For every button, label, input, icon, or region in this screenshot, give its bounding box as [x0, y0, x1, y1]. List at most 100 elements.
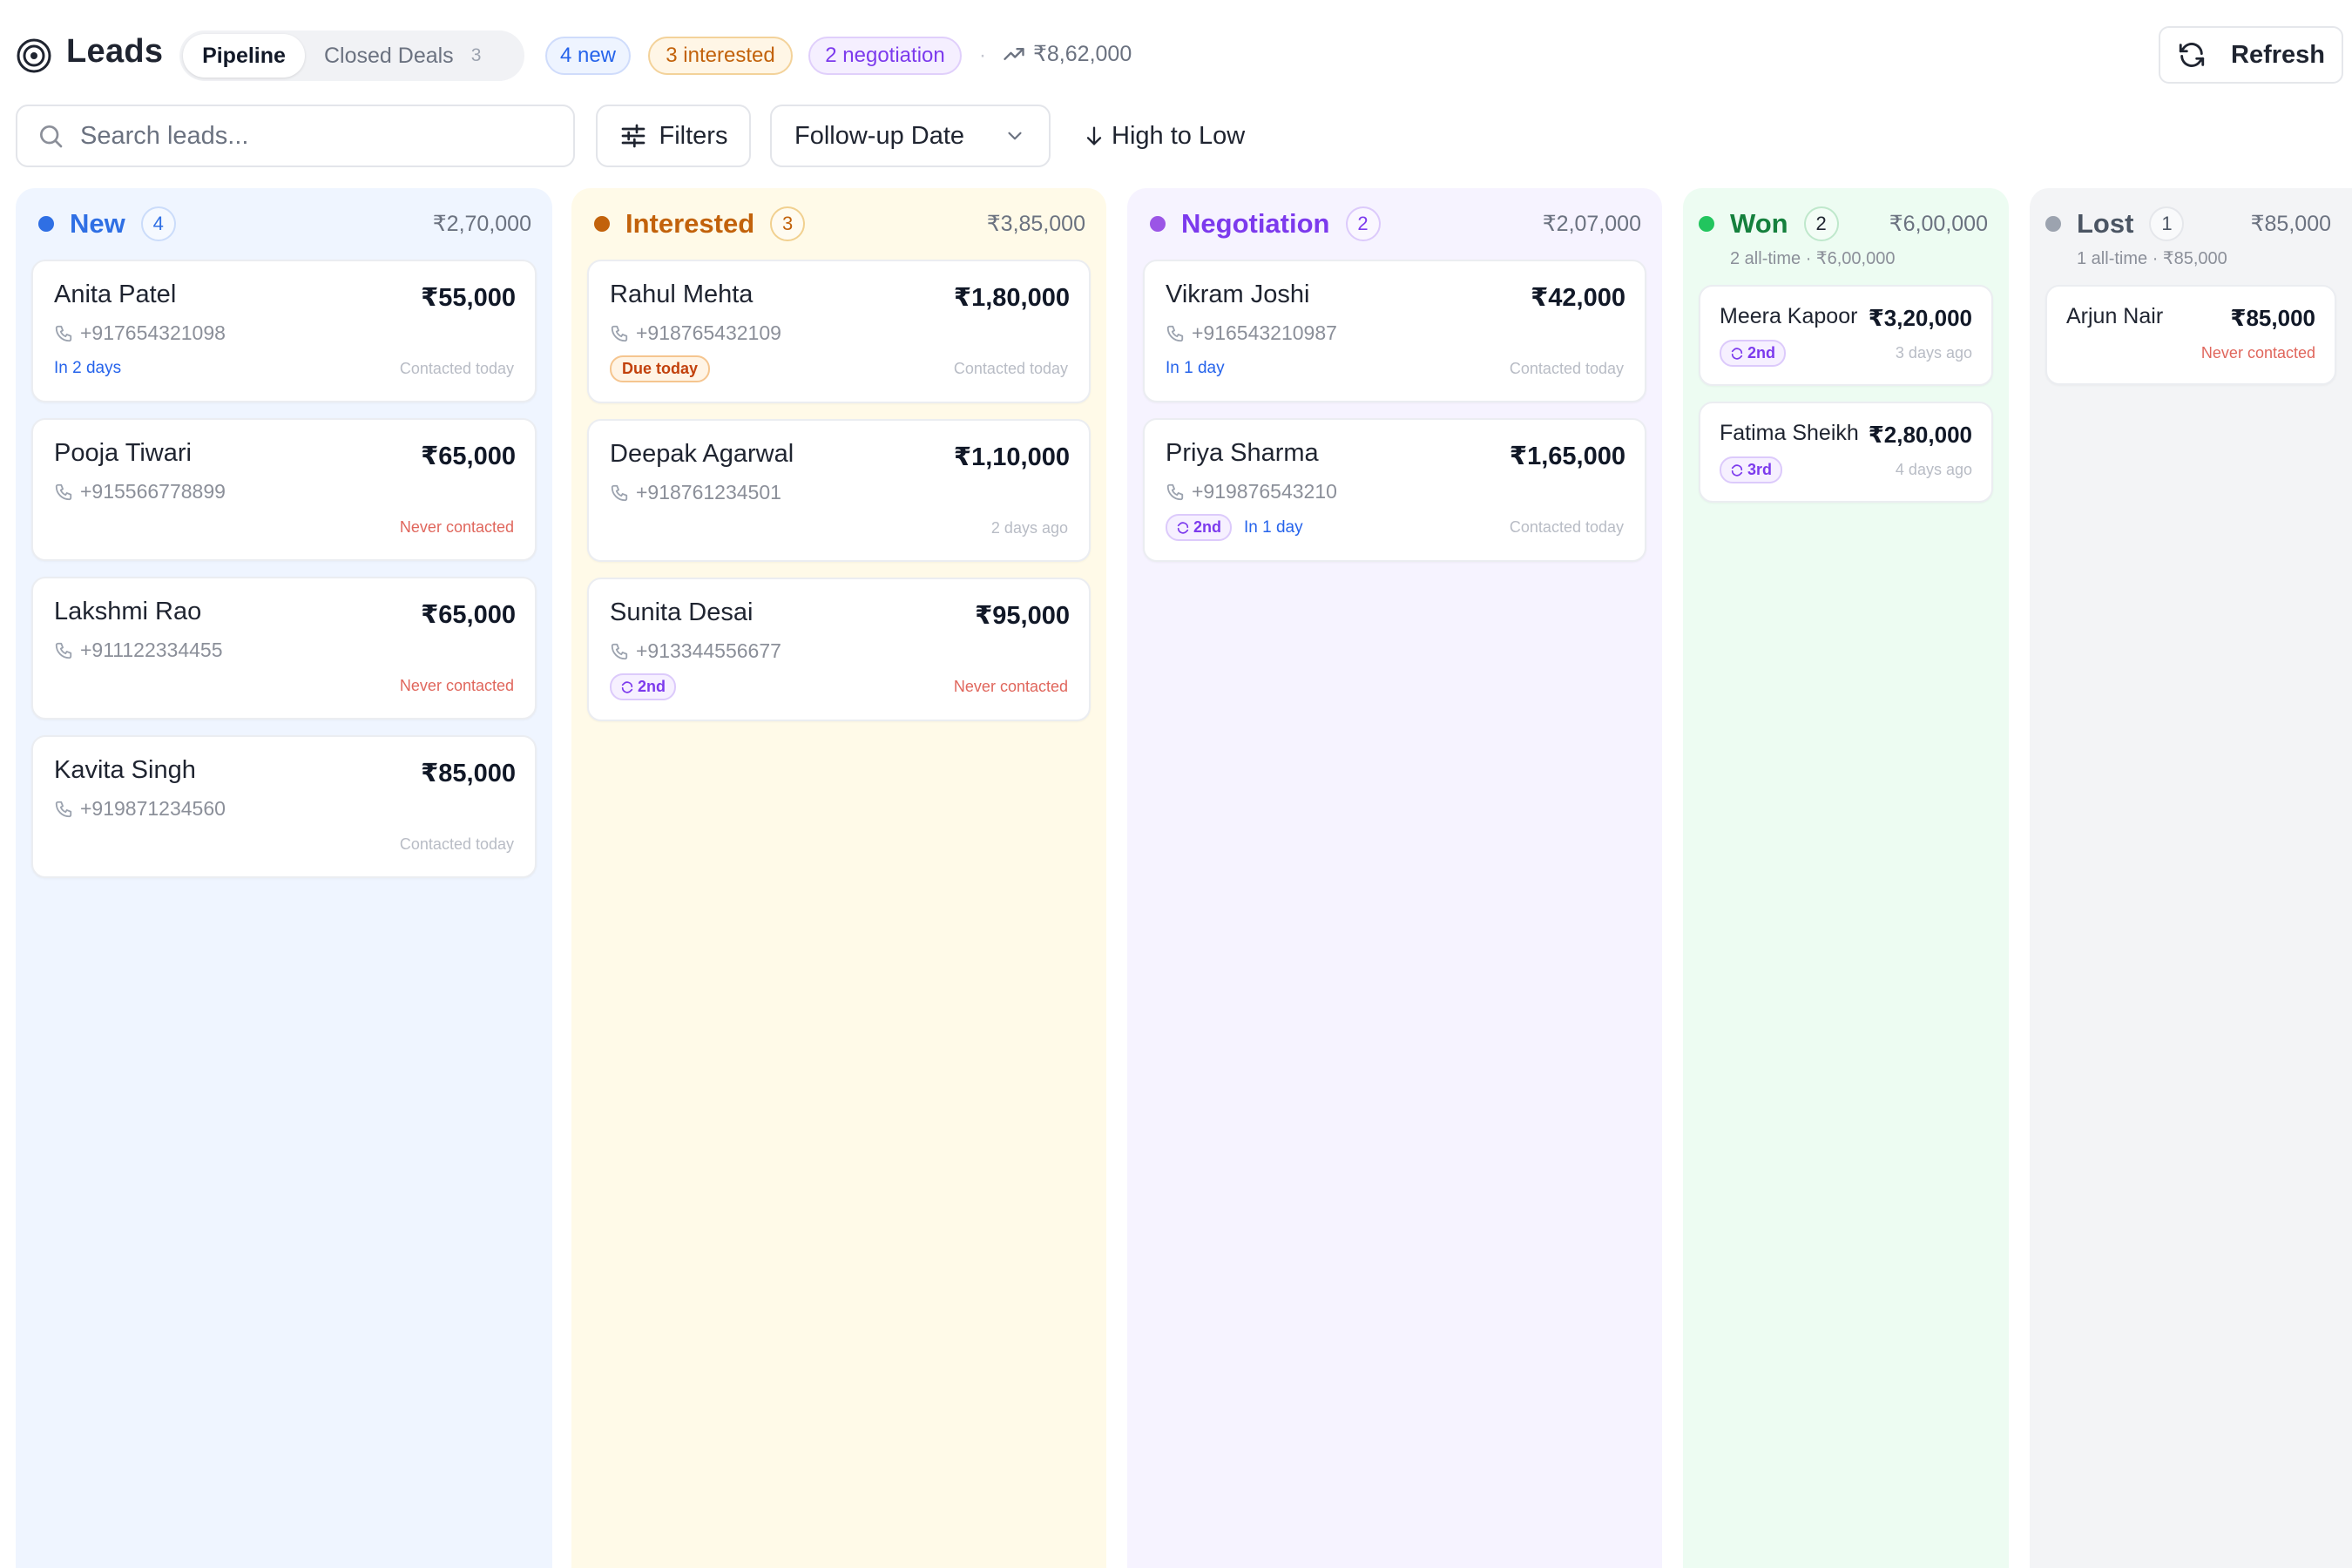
tab-pipeline[interactable]: Pipeline [183, 34, 305, 78]
status-dot [1150, 216, 1166, 232]
lead-card[interactable]: Rahul Mehta ₹1,80,000 +918765432109 Due … [587, 260, 1091, 403]
column-new: New 4 ₹2,70,000 Anita Patel ₹55,000 +917… [16, 188, 552, 1568]
card-footer: Never contacted [54, 514, 514, 540]
refresh-button[interactable]: Refresh [2159, 26, 2343, 84]
lead-name: Lakshmi Rao [54, 598, 202, 625]
lead-name: Pooja Tiwari [54, 439, 192, 467]
last-contacted: Never contacted [953, 678, 1068, 695]
lead-phone: +917654321098 [54, 321, 514, 345]
lead-name: Meera Kapoor [1720, 304, 1858, 328]
search-input[interactable] [80, 121, 568, 151]
repeat-icon [621, 680, 633, 693]
column-interested: Interested 3 ₹3,85,000 Rahul Mehta ₹1,80… [571, 188, 1106, 1568]
card-footer: Contacted today [54, 831, 514, 857]
attempt-badge: 2nd [1720, 340, 1787, 367]
column-header: Won 2 ₹6,00,000 [1699, 188, 1993, 260]
lead-phone-number: +913344556677 [636, 639, 781, 662]
followup-label: In 2 days [54, 359, 122, 377]
lead-amount: ₹42,000 [1531, 284, 1625, 312]
card-footer: In 2 days Contacted today [54, 355, 514, 382]
filters-label: Filters [659, 121, 728, 150]
phone-icon [1166, 325, 1184, 341]
lead-card[interactable]: Anita Patel ₹55,000 +917654321098 In 2 d… [31, 260, 537, 402]
card-footer: 2nd In 1 day Contacted today [1166, 514, 1624, 541]
phone-icon [55, 325, 72, 341]
card-footer: Due today Contacted today [610, 355, 1068, 382]
lead-phone-number: +919876543210 [1192, 480, 1337, 503]
last-contacted: Contacted today [1509, 359, 1624, 377]
sliders-icon [621, 124, 645, 148]
column-title: Won [1730, 208, 1788, 239]
search-icon [40, 125, 63, 148]
lead-card[interactable]: Lakshmi Rao ₹65,000 +911122334455 Never … [31, 577, 537, 720]
column-count: 4 [140, 206, 176, 241]
status-dot [1699, 216, 1714, 232]
status-dot [2045, 216, 2061, 232]
lead-phone-number: +918761234501 [636, 481, 781, 504]
lead-card[interactable]: Arjun Nair ₹85,000 Never contacted [2045, 285, 2336, 385]
lead-name: Fatima Sheikh [1720, 421, 1859, 445]
last-contacted: 4 days ago [1895, 461, 1972, 478]
column-title: Lost [2077, 208, 2134, 239]
lead-phone: +919871234560 [54, 797, 514, 821]
lead-card[interactable]: Fatima Sheikh ₹2,80,000 3rd 4 days ago [1699, 402, 1993, 503]
column-count: 3 [770, 206, 806, 241]
lead-amount: ₹65,000 [421, 601, 516, 629]
lead-name: Kavita Singh [54, 756, 196, 784]
lead-card[interactable]: Kavita Singh ₹85,000 +919871234560 Conta… [31, 735, 537, 878]
tab-closed-deals[interactable]: Closed Deals 3 [305, 34, 500, 78]
filters-button[interactable]: Filters [596, 105, 751, 167]
repeat-icon [1731, 463, 1743, 476]
lead-card[interactable]: Meera Kapoor ₹3,20,000 2nd 3 days ago [1699, 285, 1993, 386]
last-contacted: Contacted today [1509, 518, 1624, 536]
lead-name: Vikram Joshi [1166, 280, 1310, 308]
sort-order-label: High to Low [1112, 121, 1246, 150]
column-total: ₹2,07,000 [1542, 212, 1641, 236]
last-contacted: 3 days ago [1895, 344, 1972, 362]
card-footer: 2nd Never contacted [610, 673, 1068, 700]
new-count-pill: 4 new [545, 37, 631, 75]
tab-pipeline-label: Pipeline [202, 43, 286, 68]
sort-order-toggle[interactable]: High to Low [1082, 113, 1245, 159]
last-contacted: Contacted today [399, 835, 514, 853]
lead-phone: +913344556677 [610, 639, 1068, 663]
refresh-icon [2179, 43, 2205, 67]
lead-amount: ₹1,10,000 [953, 443, 1070, 471]
lead-amount: ₹85,000 [2230, 305, 2315, 331]
card-footer: Never contacted [2066, 340, 2315, 366]
attempt-label: 2nd [638, 678, 666, 695]
sort-field-value: Follow-up Date [794, 121, 965, 150]
lead-card[interactable]: Sunita Desai ₹95,000 +913344556677 2nd N… [587, 578, 1091, 721]
lead-amount: ₹95,000 [975, 602, 1070, 630]
attempt-badge: 3rd [1720, 456, 1783, 483]
lead-card[interactable]: Deepak Agarwal ₹1,10,000 +918761234501 2… [587, 419, 1091, 562]
phone-icon [55, 801, 72, 817]
lead-amount: ₹3,20,000 [1868, 305, 1972, 331]
lead-phone-number: +915566778899 [80, 480, 226, 503]
lead-phone-number: +916543210987 [1192, 321, 1337, 344]
lead-name: Rahul Mehta [610, 280, 754, 308]
column-subtitle: 1 all-time · ₹85,000 [2077, 249, 2227, 268]
lead-name: Arjun Nair [2066, 304, 2164, 328]
status-dot [38, 216, 54, 232]
lead-card[interactable]: Vikram Joshi ₹42,000 +916543210987 In 1 … [1143, 260, 1646, 402]
lead-card[interactable]: Pooja Tiwari ₹65,000 +915566778899 Never… [31, 418, 537, 561]
column-title: Interested [625, 208, 755, 239]
sort-field-select[interactable]: Follow-up Date [770, 105, 1051, 167]
column-total: ₹2,70,000 [432, 212, 531, 236]
lead-phone: +918761234501 [610, 481, 1068, 504]
lead-card[interactable]: Priya Sharma ₹1,65,000 +919876543210 2nd… [1143, 418, 1646, 562]
pipeline-total-value: ₹8,62,000 [1033, 42, 1132, 66]
attempt-badge: 2nd [1166, 514, 1233, 541]
lead-amount: ₹1,80,000 [953, 284, 1070, 312]
status-dot [594, 216, 610, 232]
column-lost: Lost 1 ₹85,000 1 all-time · ₹85,000 Arju… [2030, 188, 2352, 1568]
lead-phone-number: +918765432109 [636, 321, 781, 344]
lead-phone: +911122334455 [54, 639, 514, 662]
lead-phone-number: +917654321098 [80, 321, 226, 344]
refresh-label: Refresh [2231, 40, 2325, 69]
column-header: Negotiation 2 ₹2,07,000 [1143, 188, 1646, 260]
column-negotiation: Negotiation 2 ₹2,07,000 Vikram Joshi ₹42… [1127, 188, 1662, 1568]
view-tabs: Pipeline Closed Deals 3 [179, 30, 524, 81]
